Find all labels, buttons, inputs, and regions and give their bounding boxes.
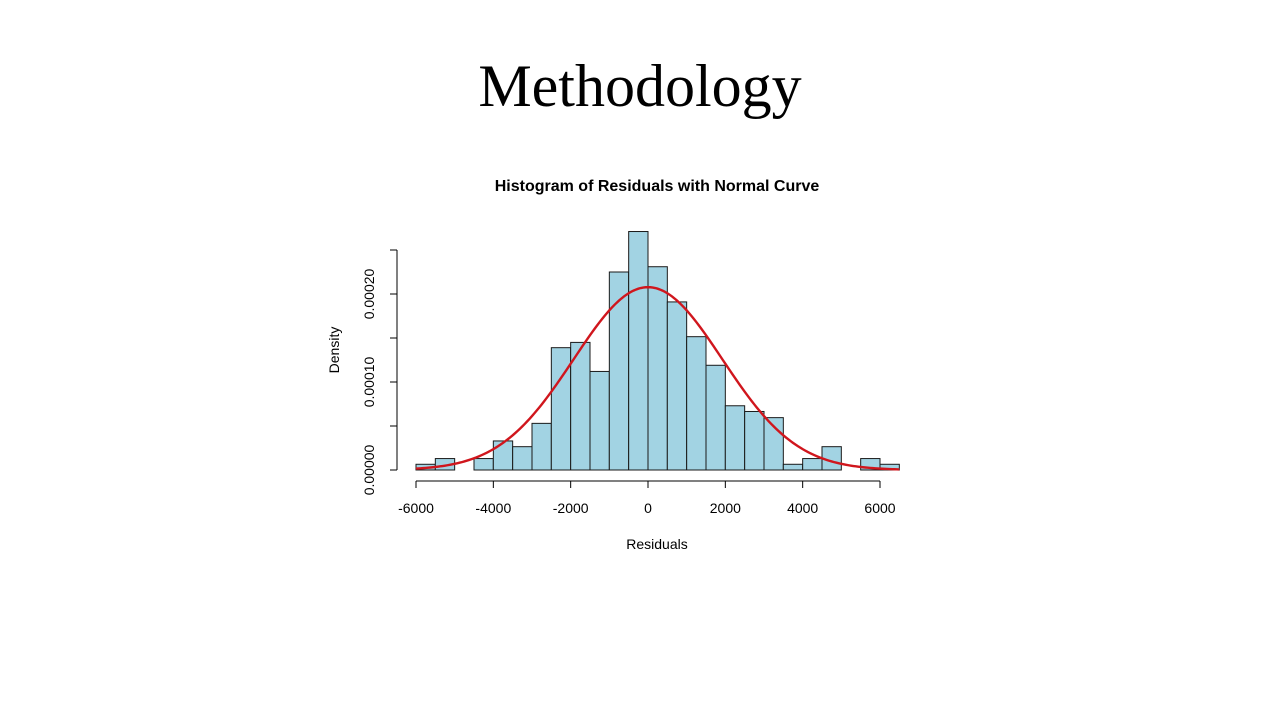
normal-curve-line (415, 285, 900, 471)
histogram-bar (666, 301, 688, 471)
histogram-bar (647, 266, 668, 471)
histogram-bar (744, 410, 765, 471)
y-tick-label: 0.00010 (361, 356, 377, 407)
x-tick-label: -4000 (475, 500, 511, 516)
x-axis-title: Residuals (626, 536, 687, 552)
x-axis: -6000 -4000 -2000 0 2000 4000 6000 (398, 480, 896, 516)
histogram-bar (570, 341, 591, 471)
histogram-bar (589, 370, 610, 471)
histogram-bar (705, 364, 726, 471)
histogram-bar (782, 463, 804, 471)
histogram-bars (415, 231, 900, 471)
chart-title: Histogram of Residuals with Normal Curve (495, 178, 820, 195)
y-axis: 0.00000 0.00010 0.00020 (361, 249, 398, 495)
histogram-bar (492, 440, 514, 471)
x-tick-label: 6000 (864, 500, 895, 516)
y-axis-title: Density (326, 327, 342, 374)
histogram-bar (512, 446, 533, 471)
y-tick-label: 0.00000 (361, 444, 377, 495)
histogram-bar (628, 231, 649, 471)
y-tick-label: 0.00020 (361, 268, 377, 319)
histogram-bar (724, 405, 746, 471)
x-tick-label: -6000 (398, 500, 434, 516)
histogram-bar (473, 458, 494, 471)
histogram-bar (802, 458, 823, 471)
slide-title: Methodology (478, 53, 802, 119)
histogram-bar (531, 422, 552, 471)
x-tick-label: -2000 (553, 500, 589, 516)
x-tick-label: 4000 (787, 500, 818, 516)
x-tick-label: 2000 (710, 500, 741, 516)
x-tick-label: 0 (644, 500, 652, 516)
histogram-bar (686, 336, 707, 471)
